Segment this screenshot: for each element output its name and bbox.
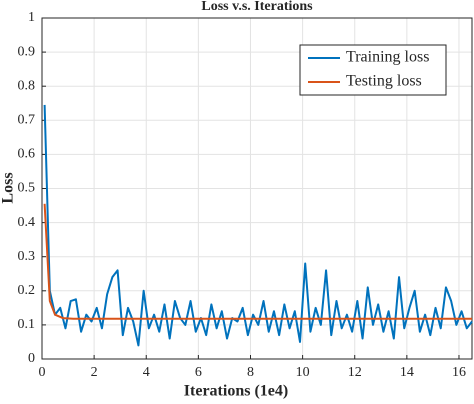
x-tick-label: 2 (91, 365, 98, 380)
y-tick-label: 0.6 (18, 147, 36, 162)
y-tick-label: 0.8 (18, 78, 36, 93)
y-tick-label: 0.5 (18, 181, 36, 196)
line-series (43, 203, 472, 320)
x-tick-label: 6 (195, 365, 202, 380)
legend-label: Testing loss (346, 73, 422, 90)
x-tick-label: 4 (143, 365, 150, 380)
x-tick-label: 8 (247, 365, 254, 380)
y-tick-label: 0 (28, 351, 35, 366)
x-axis-label: Iterations (1e4) (184, 383, 288, 400)
x-tick-label: 16 (452, 365, 466, 380)
line-series (43, 104, 473, 347)
x-tick-label: 14 (400, 365, 414, 380)
y-tick-label: 1 (28, 10, 35, 25)
x-tick-label: 12 (348, 365, 362, 380)
plot-frame (41, 17, 473, 360)
chart-title: Loss v.s. Iterations (201, 0, 313, 14)
legend-box (299, 44, 447, 96)
y-tick-label: 0.7 (18, 113, 36, 128)
y-tick-label: 0.9 (18, 44, 36, 59)
y-axis-label: Loss (0, 172, 17, 203)
x-tick-label: 10 (296, 365, 310, 380)
y-tick-label: 0.4 (18, 215, 36, 230)
x-tick-label: 0 (39, 365, 46, 380)
y-tick-label: 0.1 (18, 317, 36, 332)
legend-label: Training loss (346, 49, 429, 66)
y-tick-label: 0.2 (18, 283, 36, 298)
y-tick-label: 0.3 (18, 249, 36, 264)
